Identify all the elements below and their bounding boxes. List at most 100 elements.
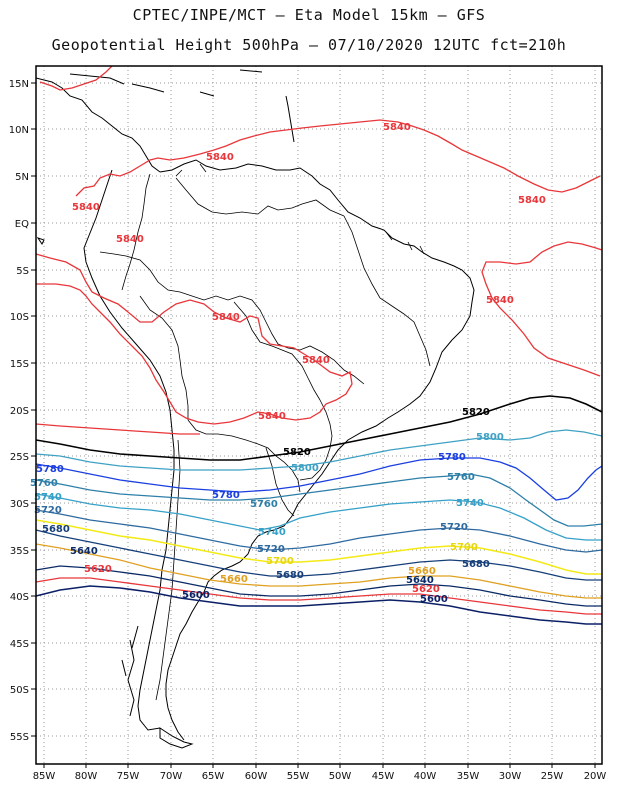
contour-label: 5800 (291, 463, 319, 474)
lon-label: 75W (117, 771, 140, 782)
contour-5600 (35, 585, 602, 625)
peru-chile-pacific-coast (85, 261, 175, 731)
axis-ticks (31, 82, 596, 768)
contour-label: 5840 (116, 234, 144, 245)
tierra-del-fuego (159, 727, 194, 749)
lon-label: 55W (287, 771, 310, 782)
contour-label: 5720 (34, 505, 62, 516)
lon-label: 60W (245, 771, 268, 782)
contour-label: 5780 (212, 490, 240, 501)
lat-label: 45S (10, 639, 29, 650)
coastlines (35, 69, 475, 749)
contour-label: 5640 (70, 546, 98, 557)
contour-label: 5800 (476, 432, 504, 443)
rio-de-la-plata-coast (165, 503, 299, 741)
contour-label: 5760 (250, 499, 278, 510)
contour-5720 (35, 509, 603, 553)
lon-label: 85W (33, 771, 56, 782)
contour-label: 5780 (438, 452, 466, 463)
lat-label: 15S (10, 359, 29, 370)
lon-label: 30W (499, 771, 522, 782)
lat-label: 5S (16, 266, 29, 277)
contour-label: 5720 (257, 544, 285, 555)
colombia-pacific-coast (83, 169, 113, 263)
lon-label: 40W (414, 771, 437, 782)
lat-label: 55S (10, 732, 29, 743)
lat-label: 10N (9, 125, 29, 136)
contour-5660 (35, 543, 602, 599)
lat-label: 25S (10, 452, 29, 463)
lon-label: 45W (372, 771, 395, 782)
contour-label: 5640 (406, 575, 434, 586)
lat-label: 40S (10, 592, 29, 603)
contour-label: 5840 (383, 122, 411, 133)
lat-label: 30S (10, 499, 29, 510)
central-america-coast (35, 77, 161, 173)
lat-labels: 15N 10N 5N EQ 5S 10S 15S 20S 25S 30S 35S… (9, 79, 29, 743)
chart-title-line1: CPTEC/INPE/MCT – Eta Model 15km – GFS (132, 6, 486, 24)
lat-label: 20S (10, 406, 29, 417)
contour-5700 (35, 519, 602, 575)
lon-labels: 85W 80W 75W 70W 65W 60W 55W 50W 45W 40W … (33, 771, 607, 782)
contour-label: 5840 (258, 411, 286, 422)
contour-label: 5820 (283, 447, 311, 458)
contour-label: 5840 (486, 295, 514, 306)
lat-label: 35S (10, 546, 29, 557)
contour-label: 5740 (258, 527, 286, 538)
contour-label: 5820 (462, 407, 490, 418)
lon-label: 35W (457, 771, 480, 782)
contour-label: 5620 (412, 584, 440, 595)
contour-label: 5680 (462, 559, 490, 570)
lon-label: 65W (202, 771, 225, 782)
contour-5740 (35, 493, 602, 541)
lat-label: 5N (15, 172, 29, 183)
map-frame (35, 65, 603, 765)
lon-label: 70W (160, 771, 183, 782)
contour-label: 5740 (34, 492, 62, 503)
contour-label: 5680 (42, 524, 70, 535)
contour-5640 (35, 565, 602, 607)
contour-label: 5840 (212, 312, 240, 323)
contour-label: 5740 (456, 498, 484, 509)
brazil-east-coast (297, 339, 453, 505)
contour-label: 5600 (420, 594, 448, 605)
brazil-north-coast (391, 237, 475, 341)
contour-labels: 5840 5840 5840 5840 5840 5840 5840 5840 … (30, 122, 546, 605)
lat-label: 50S (10, 685, 29, 696)
lesser-antilles (285, 95, 295, 143)
lat-label: 10S (10, 312, 29, 323)
map-area (36, 66, 602, 764)
galapagos (36, 237, 45, 245)
lon-label: 80W (75, 771, 98, 782)
chilean-archipelago (121, 625, 139, 717)
contour-label: 5840 (518, 195, 546, 206)
lon-label: 25W (541, 771, 564, 782)
caribbean-coast (159, 159, 393, 239)
contour-5760 (35, 473, 603, 527)
contour-label: 5840 (72, 202, 100, 213)
lat-label: 15N (9, 79, 29, 90)
contour-5620 (35, 577, 602, 615)
contour-5680 (35, 529, 602, 581)
contour-5780 (35, 457, 603, 501)
contour-label: 5700 (266, 556, 294, 567)
lon-label: 50W (329, 771, 352, 782)
lon-label: 20W (584, 771, 607, 782)
contour-label: 5780 (36, 464, 64, 475)
contour-label: 5700 (450, 542, 478, 553)
contour-5820 (35, 395, 603, 461)
lat-label: EQ (15, 219, 29, 230)
contour-label: 5660 (220, 574, 248, 585)
contour-label: 5620 (84, 564, 112, 575)
contour-label: 5840 (302, 355, 330, 366)
contour-label: 5840 (206, 152, 234, 163)
contour-5840 (35, 65, 603, 435)
contour-label: 5760 (447, 472, 475, 483)
graticule (36, 66, 602, 764)
contour-label: 5600 (182, 590, 210, 601)
contour-label: 5720 (440, 522, 468, 533)
country-borders (99, 163, 431, 701)
chart-title-line2: Geopotential Height 500hPa – 07/10/2020 … (51, 36, 567, 54)
contour-label: 5660 (408, 566, 436, 577)
